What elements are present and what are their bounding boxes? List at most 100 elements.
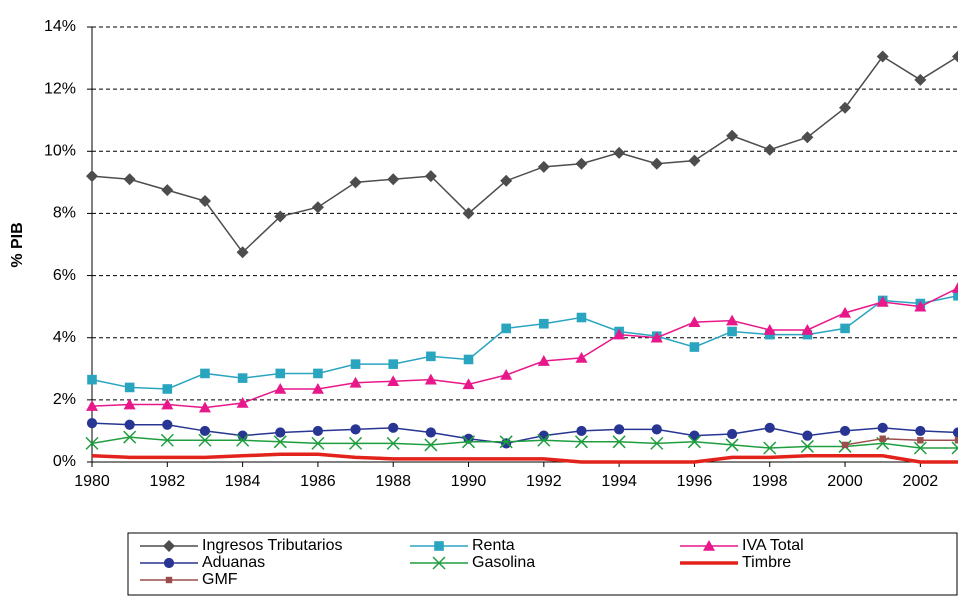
point: [613, 146, 626, 159]
point: [349, 376, 362, 388]
point: [839, 306, 852, 318]
point: [387, 173, 400, 186]
x-tick-label: 1984: [225, 473, 261, 490]
point: [274, 382, 287, 394]
series-line: [91, 452, 958, 464]
point: [462, 207, 475, 220]
x-tick-label: 1998: [752, 473, 788, 490]
series-line: [91, 55, 958, 254]
point: [952, 282, 958, 293]
point: [424, 438, 438, 452]
point: [311, 201, 324, 214]
series-line: [91, 287, 958, 409]
point: [462, 378, 475, 390]
point: [800, 439, 814, 453]
point: [237, 430, 248, 441]
point: [650, 436, 664, 450]
point: [86, 418, 98, 429]
point: [123, 398, 136, 410]
point: [199, 425, 211, 437]
point: [876, 295, 889, 307]
point: [915, 425, 926, 437]
point: [802, 430, 813, 441]
point: [387, 375, 400, 387]
point: [688, 154, 701, 167]
legend-label: Gasolina: [472, 554, 535, 571]
point: [85, 436, 99, 450]
point: [879, 435, 886, 442]
series-line: [91, 295, 958, 390]
point: [123, 430, 137, 444]
point: [350, 424, 361, 435]
point: [388, 359, 399, 369]
point: [952, 50, 958, 63]
point: [236, 433, 250, 447]
x-tick-label: 1988: [375, 473, 411, 490]
point: [499, 435, 513, 449]
legend-label: Aduanas: [202, 554, 265, 571]
point: [689, 342, 700, 352]
x-tick-label: 1986: [300, 473, 336, 490]
point: [574, 435, 589, 449]
point: [650, 331, 663, 343]
point: [687, 435, 701, 449]
point: [500, 369, 513, 380]
point: [386, 436, 400, 450]
x-tick-label: 1980: [74, 473, 110, 490]
point: [424, 170, 437, 183]
x-tick-label: 1992: [526, 473, 562, 490]
point: [123, 173, 136, 186]
point: [801, 323, 814, 335]
point: [839, 101, 852, 114]
point: [613, 328, 626, 340]
point: [726, 428, 738, 440]
legend-label: Renta: [472, 537, 515, 554]
legend-marker: [163, 540, 175, 552]
point: [612, 435, 626, 449]
point: [274, 210, 287, 223]
point: [576, 425, 587, 437]
point: [801, 131, 814, 144]
y-axis-label: % PIB: [9, 222, 26, 267]
point: [236, 246, 249, 259]
legend-marker: [434, 541, 444, 551]
legend-label: Ingresos Tributarios: [202, 537, 343, 554]
point: [349, 176, 362, 189]
legend-marker: [163, 557, 175, 569]
point: [426, 351, 436, 362]
point: [840, 323, 850, 334]
point: [350, 359, 361, 369]
point: [198, 401, 211, 413]
point: [237, 373, 248, 383]
point: [273, 435, 287, 449]
point: [161, 398, 174, 410]
point: [162, 384, 173, 394]
y-tick-label: 6%: [53, 267, 76, 284]
point: [198, 195, 211, 207]
point: [764, 422, 775, 433]
point: [576, 312, 587, 323]
point: [200, 368, 210, 379]
point: [501, 438, 512, 449]
point: [275, 368, 286, 379]
point: [500, 174, 513, 187]
point: [951, 441, 958, 455]
point: [501, 323, 511, 334]
point: [160, 433, 174, 447]
point: [124, 419, 135, 430]
y-tick-label: 0%: [53, 453, 76, 470]
x-tick-label: 1982: [150, 473, 186, 490]
point: [161, 184, 174, 197]
point: [763, 441, 777, 455]
point: [727, 326, 737, 337]
point: [349, 436, 363, 450]
point: [86, 170, 98, 183]
point: [763, 323, 776, 335]
y-tick-label: 10%: [44, 143, 76, 160]
point: [124, 382, 135, 393]
point: [424, 373, 437, 385]
point: [726, 129, 739, 142]
point: [538, 430, 549, 441]
